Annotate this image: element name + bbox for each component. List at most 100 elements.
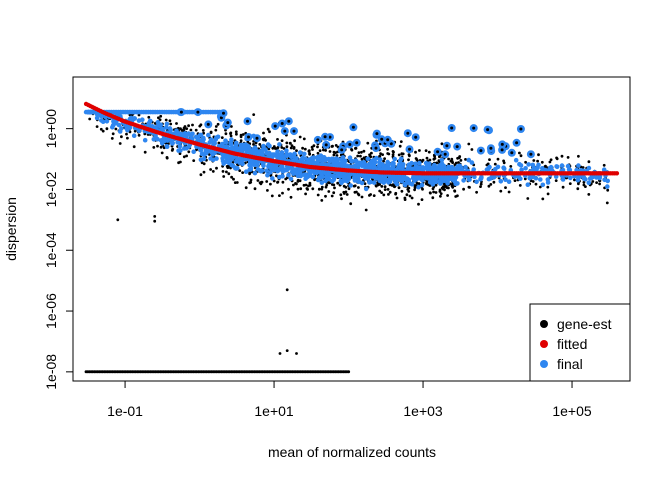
- gene-est-point: [431, 196, 435, 200]
- gene-est-point: [308, 181, 312, 185]
- gene-est-point: [285, 145, 289, 149]
- gene-est-point: [418, 149, 421, 152]
- gene-est-point: [330, 145, 334, 148]
- gene-est-point: [405, 193, 409, 197]
- final-point: [256, 151, 261, 156]
- final-point: [396, 174, 402, 179]
- gene-est-point: [441, 187, 445, 191]
- gene-est-point: [523, 177, 527, 181]
- gene-est-point: [101, 129, 105, 133]
- gene-est-point: [391, 183, 395, 187]
- gene-est-point: [340, 197, 343, 201]
- gene-est-point: [433, 157, 437, 160]
- final-outlier-center: [500, 148, 504, 152]
- gene-est-point: [252, 113, 256, 116]
- gene-est-point: [330, 194, 334, 198]
- gene-est-point: [288, 141, 292, 145]
- gene-est-point: [214, 125, 218, 128]
- gene-est-point: [147, 115, 151, 119]
- gene-est-point: [324, 149, 327, 152]
- final-outlier-center: [375, 132, 379, 136]
- gene-est-point: [289, 195, 293, 199]
- gene-est-point: [234, 130, 238, 134]
- gene-est-point: [595, 181, 598, 185]
- gene-est-point: [209, 131, 213, 135]
- final-point: [323, 156, 329, 162]
- gene-est-point: [591, 180, 595, 183]
- final-point: [131, 116, 136, 122]
- final-point: [330, 173, 335, 179]
- gene-est-point: [280, 146, 284, 149]
- final-point: [434, 166, 440, 171]
- final-point: [110, 125, 115, 130]
- final-point: [99, 118, 104, 123]
- final-point: [226, 160, 232, 166]
- gene-est-point: [259, 182, 263, 186]
- final-point: [346, 175, 351, 180]
- gene-est-point: [248, 181, 252, 185]
- gene-est-point: [541, 197, 545, 201]
- final-point: [311, 155, 317, 160]
- final-point: [391, 161, 396, 166]
- gene-est-point: [221, 170, 225, 173]
- gene-est-point: [235, 181, 239, 184]
- gene-est-point: [216, 122, 220, 126]
- legend-label-final: final: [557, 356, 583, 372]
- gene-est-point: [587, 193, 591, 196]
- final-point: [554, 164, 559, 169]
- gene-est-point: [345, 193, 349, 196]
- final-point: [191, 149, 196, 154]
- final-point: [458, 165, 464, 170]
- final-point: [234, 141, 239, 147]
- gene-est-point: [537, 153, 540, 157]
- gene-est-point: [566, 156, 570, 159]
- gene-est-point: [256, 179, 260, 182]
- gene-est-point: [408, 154, 411, 158]
- gene-est-point: [316, 145, 319, 149]
- final-point: [491, 175, 497, 180]
- gene-est-point: [407, 186, 411, 190]
- final-outlier-center: [351, 125, 355, 129]
- final-point: [439, 157, 445, 163]
- gene-est-point: [399, 140, 403, 144]
- gene-est-point: [459, 159, 463, 162]
- gene-est-point: [332, 153, 336, 157]
- gene-est-point: [434, 191, 438, 194]
- gene-est-point: [555, 156, 558, 160]
- gene-est-point: [487, 184, 491, 188]
- gene-est-point: [185, 154, 189, 158]
- final-point: [397, 158, 403, 164]
- final-outlier-center: [386, 138, 390, 142]
- final-point: [430, 182, 436, 187]
- final-point: [251, 147, 256, 152]
- final-point: [444, 177, 450, 183]
- gene-est-point: [349, 202, 353, 206]
- gene-est-point: [95, 125, 99, 128]
- final-point: [163, 125, 169, 130]
- gene-est-point: [386, 188, 390, 191]
- final-outlier-center: [323, 135, 327, 139]
- gene-est-point: [549, 158, 553, 162]
- final-point: [164, 144, 170, 149]
- gene-est-point: [376, 183, 380, 187]
- final-point: [576, 163, 581, 168]
- gene-est-point: [232, 177, 235, 181]
- final-point: [255, 162, 260, 167]
- final-point: [302, 151, 307, 157]
- gene-est-point: [332, 191, 336, 195]
- gene-est-point: [306, 188, 309, 191]
- gene-est-point: [414, 157, 418, 160]
- legend-label-fitted: fitted: [557, 336, 587, 352]
- final-outlier-center: [406, 131, 410, 135]
- final-point: [286, 172, 291, 178]
- final-point: [161, 138, 167, 144]
- final-outlier-center: [206, 122, 210, 126]
- final-point: [155, 136, 160, 142]
- final-point: [213, 137, 219, 142]
- final-point: [301, 172, 307, 177]
- final-outlier-center: [443, 152, 447, 156]
- legend-marker-fitted: [540, 340, 548, 348]
- gene-est-point: [281, 180, 285, 184]
- gene-est-point: [311, 148, 314, 151]
- final-point: [305, 174, 310, 180]
